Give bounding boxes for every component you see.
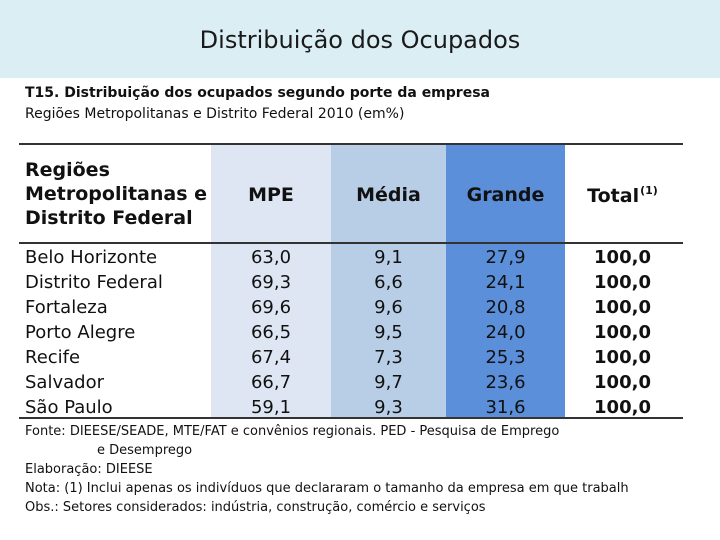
source-note-continued: e Desemprego <box>97 443 193 458</box>
header-total-label: Total <box>587 185 640 207</box>
observation-note: Obs.: Setores considerados: indústria, c… <box>25 500 486 515</box>
cell-mpe: 66,5 <box>250 322 292 343</box>
table-top-rule <box>19 143 683 145</box>
cell-mpe: 69,6 <box>250 297 292 318</box>
cell-media: 6,6 <box>374 272 403 293</box>
table-row: Fortaleza 69,6 9,6 20,8 100,0 <box>0 295 720 320</box>
cell-total: 100,0 <box>594 347 651 368</box>
cell-grande: 24,1 <box>485 272 526 293</box>
table-row: São Paulo 59,1 9,3 31,6 100,0 <box>0 395 720 420</box>
header-total-footnote: (1) <box>640 184 658 197</box>
cell-mpe: 67,4 <box>250 347 292 368</box>
cell-grande: 20,8 <box>485 297 526 318</box>
slide-title: Distribuição dos Ocupados <box>199 26 521 54</box>
header-region: Regiões Metropolitanas e Distrito Federa… <box>25 158 207 230</box>
cell-media: 9,3 <box>374 397 403 418</box>
cell-region: Recife <box>25 347 81 368</box>
cell-total: 100,0 <box>594 247 651 268</box>
cell-media: 9,1 <box>374 247 403 268</box>
mpe-column-shading <box>211 145 331 418</box>
cell-grande: 31,6 <box>485 397 526 418</box>
table-footnotes: Fonte: DIEESE/SEADE, MTE/FAT e convênios… <box>25 422 690 517</box>
cell-media: 9,7 <box>374 372 403 393</box>
cell-region: Porto Alegre <box>25 322 136 343</box>
slide-header: Distribuição dos Ocupados <box>0 0 720 78</box>
cell-media: 9,6 <box>374 297 403 318</box>
table-row: Porto Alegre 66,5 9,5 24,0 100,0 <box>0 320 720 345</box>
header-region-line: Metropolitanas e <box>25 183 208 205</box>
cell-region: Salvador <box>25 372 104 393</box>
header-media: Média <box>356 184 421 206</box>
footnote: Nota: (1) Inclui apenas os indivíduos qu… <box>25 481 629 496</box>
table-row: Belo Horizonte 63,0 9,1 27,9 100,0 <box>0 245 720 270</box>
cell-grande: 25,3 <box>485 347 526 368</box>
table-row: Salvador 66,7 9,7 23,6 100,0 <box>0 370 720 395</box>
header-total: Total(1) <box>565 184 680 207</box>
media-column-shading <box>331 145 446 418</box>
table-bottom-rule <box>19 417 683 419</box>
cell-grande: 23,6 <box>485 372 526 393</box>
cell-total: 100,0 <box>594 272 651 293</box>
header-mpe: MPE <box>248 184 294 206</box>
cell-mpe: 59,1 <box>250 397 292 418</box>
cell-media: 9,5 <box>374 322 403 343</box>
table-row: Distrito Federal 69,3 6,6 24,1 100,0 <box>0 270 720 295</box>
grande-column-shading <box>446 145 565 418</box>
elaboration-note: Elaboração: DIEESE <box>25 462 153 477</box>
cell-total: 100,0 <box>594 372 651 393</box>
table-title: T15. Distribuição dos ocupados segundo p… <box>25 85 490 101</box>
cell-grande: 24,0 <box>485 322 526 343</box>
cell-mpe: 63,0 <box>250 247 292 268</box>
cell-total: 100,0 <box>594 322 651 343</box>
table-subtitle: Regiões Metropolitanas e Distrito Federa… <box>25 106 405 122</box>
cell-region: Belo Horizonte <box>25 247 158 268</box>
cell-mpe: 69,3 <box>250 272 292 293</box>
source-note: Fonte: DIEESE/SEADE, MTE/FAT e convênios… <box>25 424 560 439</box>
table-header-rule <box>19 242 683 244</box>
cell-mpe: 66,7 <box>250 372 292 393</box>
table-row: Recife 67,4 7,3 25,3 100,0 <box>0 345 720 370</box>
header-region-line: Distrito Federal <box>25 207 193 229</box>
cell-media: 7,3 <box>374 347 403 368</box>
cell-region: Fortaleza <box>25 297 108 318</box>
header-region-line: Regiões <box>25 159 110 181</box>
cell-region: São Paulo <box>25 397 113 418</box>
cell-grande: 27,9 <box>485 247 526 268</box>
cell-total: 100,0 <box>594 297 651 318</box>
header-grande: Grande <box>466 184 545 206</box>
cell-region: Distrito Federal <box>25 272 163 293</box>
cell-total: 100,0 <box>594 397 651 418</box>
